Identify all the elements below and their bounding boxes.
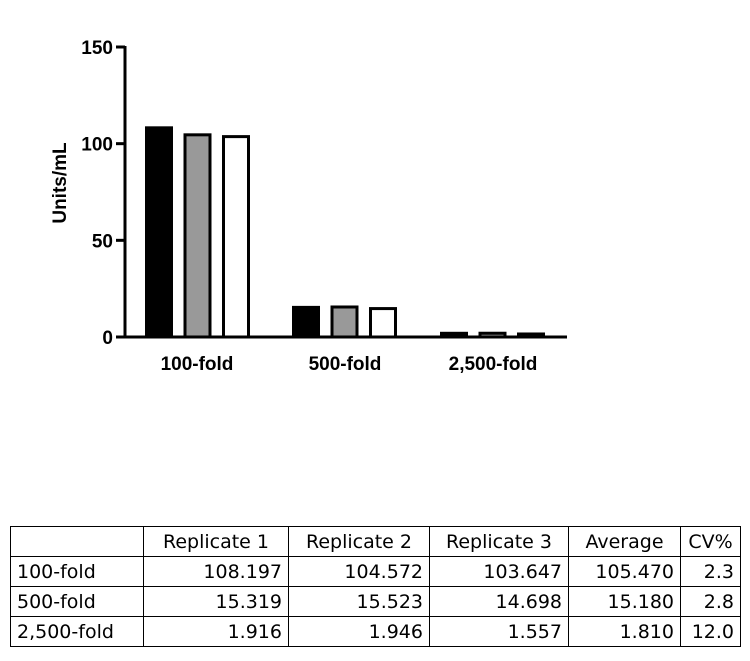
y-axis: 0 50 100 150 — [81, 38, 127, 349]
y-tick-label: 100 — [81, 135, 113, 156]
bar — [517, 332, 545, 339]
bar — [145, 126, 173, 339]
y-tick-label: 150 — [81, 38, 113, 59]
bar — [183, 133, 212, 339]
bar — [222, 135, 250, 339]
bars — [145, 126, 545, 339]
bar — [292, 305, 320, 339]
x-tick-label: 2,500-fold — [449, 354, 538, 375]
table-cell: 1.557 — [429, 616, 569, 647]
table-cell: 2.3 — [680, 556, 741, 587]
table-row: 100-fold 108.197 104.572 103.647 105.470… — [10, 556, 741, 587]
row-label: 2,500-fold — [10, 616, 144, 647]
table-cell: 15.319 — [143, 586, 289, 617]
bar-chart: 0 50 100 150 100-fold 500-fold 2,500-fold Uni… — [50, 38, 567, 375]
bar — [330, 305, 359, 339]
table-row: 500-fold 15.319 15.523 14.698 15.180 2.8 — [10, 586, 741, 617]
table-cell: 1.916 — [143, 616, 289, 647]
bar — [478, 331, 507, 339]
table-cell: 15.180 — [568, 586, 681, 617]
table-cell: 12.0 — [680, 616, 741, 647]
table-header-row: Replicate 1 Replicate 2 Replicate 3 Aver… — [10, 526, 741, 557]
row-label: 500-fold — [10, 586, 144, 617]
y-tick-label: 50 — [92, 231, 113, 252]
table-header-replicate-3: Replicate 3 — [429, 526, 569, 557]
table-cell: 104.572 — [288, 556, 430, 587]
table-header-cv: CV% — [680, 526, 741, 557]
results-table: Replicate 1 Replicate 2 Replicate 3 Aver… — [10, 526, 741, 647]
table-cell: 105.470 — [568, 556, 681, 587]
bar — [440, 331, 468, 339]
table-header-replicate-2: Replicate 2 — [288, 526, 430, 557]
table-header-replicate-1: Replicate 1 — [143, 526, 289, 557]
bar — [369, 307, 397, 339]
x-axis: 100-fold 500-fold 2,500-fold — [124, 335, 567, 375]
y-axis-label: Units/mL — [50, 142, 71, 224]
y-tick-label: 0 — [102, 328, 113, 349]
table-cell: 108.197 — [143, 556, 289, 587]
table-header-average: Average — [568, 526, 681, 557]
table-cell: 15.523 — [288, 586, 430, 617]
x-tick-label: 100-fold — [161, 354, 234, 375]
table-row: 2,500-fold 1.916 1.946 1.557 1.810 12.0 — [10, 616, 741, 647]
table-cell: 2.8 — [680, 586, 741, 617]
table-cell: 1.946 — [288, 616, 430, 647]
table-cell: 14.698 — [429, 586, 569, 617]
table-cell: 1.810 — [568, 616, 681, 647]
table-header-blank — [10, 526, 144, 557]
table-cell: 103.647 — [429, 556, 569, 587]
row-label: 100-fold — [10, 556, 144, 587]
x-tick-label: 500-fold — [309, 354, 382, 375]
